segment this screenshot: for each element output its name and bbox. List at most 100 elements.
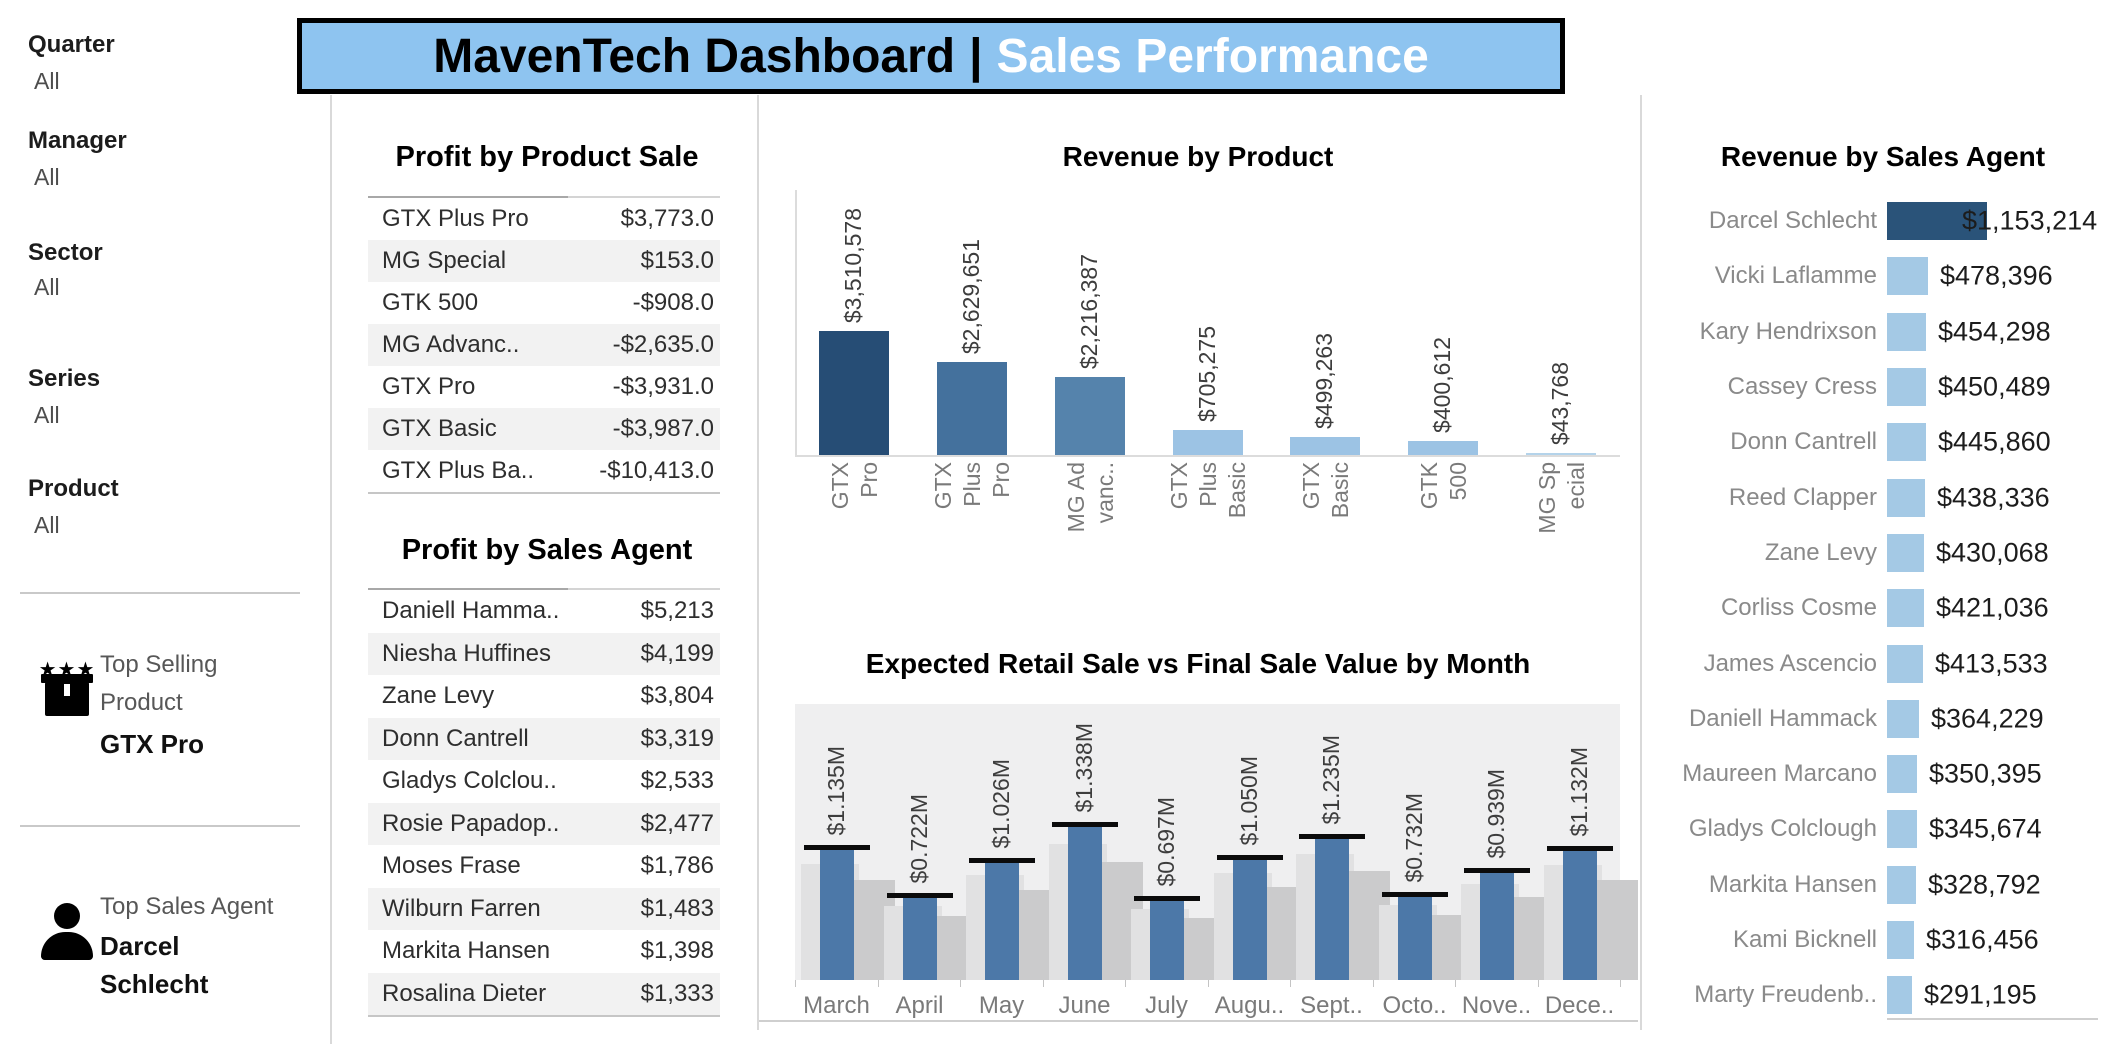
agent-name: Marty Freudenb.. bbox=[1694, 981, 1877, 1009]
agent-row-reed-clapper[interactable]: Reed Clapper $438,336 bbox=[1645, 470, 2105, 525]
agent-bar[interactable] bbox=[1887, 865, 1916, 904]
agent-row-vicki-laflamme[interactable]: Vicki Laflamme $478,396 bbox=[1645, 249, 2105, 304]
filter-value-sector[interactable]: All bbox=[34, 274, 60, 300]
bar-gtk-500[interactable] bbox=[1408, 441, 1478, 455]
final-sale-bar-octo[interactable] bbox=[1398, 895, 1432, 980]
bar-gtx-plus-basic[interactable] bbox=[1173, 430, 1243, 455]
row-value: -$10,413.0 bbox=[599, 457, 714, 484]
bar-gtx-basic[interactable] bbox=[1290, 437, 1360, 455]
agent-bar[interactable] bbox=[1887, 368, 1926, 407]
row-name: Daniell Hamma.. bbox=[382, 597, 560, 625]
table-row[interactable]: Donn Cantrell $3,319 bbox=[368, 717, 720, 760]
table-row[interactable]: Wilburn Farren $1,483 bbox=[368, 887, 720, 930]
table-row[interactable]: GTX Plus Pro $3,773.0 bbox=[368, 198, 720, 240]
final-sale-bar-june[interactable] bbox=[1068, 825, 1102, 980]
agent-value: $430,068 bbox=[1936, 537, 2049, 568]
axis-tick bbox=[795, 980, 796, 987]
agent-row-kami-bicknell[interactable]: Kami Bicknell $316,456 bbox=[1645, 912, 2105, 967]
agent-row-daniell-hammack[interactable]: Daniell Hammack $364,229 bbox=[1645, 691, 2105, 746]
top-agent-icon bbox=[38, 903, 96, 960]
agent-row-gladys-colclough[interactable]: Gladys Colclough $345,674 bbox=[1645, 802, 2105, 857]
filter-value-series[interactable]: All bbox=[34, 402, 60, 428]
table-row[interactable]: Daniell Hamma.. $5,213 bbox=[368, 590, 720, 633]
agent-row-zane-levy[interactable]: Zane Levy $430,068 bbox=[1645, 525, 2105, 580]
category-word: MG Ad bbox=[1062, 462, 1089, 533]
row-name: GTK 500 bbox=[382, 289, 479, 316]
bar-gtx-pro[interactable] bbox=[819, 331, 889, 455]
month-value-label: $1.026M bbox=[988, 759, 1014, 849]
agent-bar[interactable] bbox=[1887, 533, 1924, 572]
final-sale-bar-dece[interactable] bbox=[1563, 849, 1597, 980]
agent-value: $350,395 bbox=[1929, 758, 2042, 789]
table-row[interactable]: GTX Plus Ba.. -$10,413.0 bbox=[368, 450, 720, 492]
month-value-label: $0.732M bbox=[1401, 793, 1427, 883]
agent-bar[interactable] bbox=[1887, 423, 1926, 462]
agent-bar[interactable] bbox=[1887, 810, 1917, 849]
month-value-label: $1.235M bbox=[1318, 735, 1344, 825]
final-sale-bar-augu[interactable] bbox=[1233, 858, 1267, 980]
agent-row-maureen-marcano[interactable]: Maureen Marcano $350,395 bbox=[1645, 747, 2105, 802]
table-row[interactable]: GTK 500 -$908.0 bbox=[368, 282, 720, 324]
expected-vs-final-title: Expected Retail Sale vs Final Sale Value… bbox=[865, 648, 1531, 679]
table-row[interactable]: Markita Hansen $1,398 bbox=[368, 930, 720, 973]
category-word: GTX bbox=[1166, 462, 1192, 510]
agent-bar[interactable] bbox=[1887, 312, 1926, 351]
category-label: GTX Pro bbox=[795, 462, 913, 509]
agent-row-marty-freudenb-[interactable]: Marty Freudenb.. $291,195 bbox=[1645, 968, 2105, 1023]
agent-bar-zone: $430,068 bbox=[1877, 525, 2105, 580]
table-row[interactable]: Rosalina Dieter $1,333 bbox=[368, 972, 720, 1015]
table-row[interactable]: Gladys Colclou.. $2,533 bbox=[368, 760, 720, 803]
category-word: Basic bbox=[1224, 462, 1250, 519]
agent-row-darcel-schlecht[interactable]: Darcel Schlecht $1,153,214 bbox=[1645, 194, 2105, 249]
month-label-may: May bbox=[978, 992, 1025, 1019]
agent-bar[interactable] bbox=[1887, 257, 1928, 296]
table-row[interactable]: Moses Frase $1,786 bbox=[368, 845, 720, 888]
page-title: MavenTech Dashboard bbox=[433, 29, 956, 83]
bar-value-label: $2,216,387 bbox=[1076, 253, 1102, 369]
final-sale-bar-april[interactable] bbox=[903, 896, 937, 980]
agent-bar[interactable] bbox=[1887, 921, 1914, 960]
agent-bar[interactable] bbox=[1887, 755, 1917, 794]
bar-value-label: $400,612 bbox=[1429, 337, 1455, 433]
agent-bar[interactable] bbox=[1887, 478, 1925, 517]
final-sale-bar-sept[interactable] bbox=[1315, 837, 1349, 980]
table-row[interactable]: MG Special $153.0 bbox=[368, 240, 720, 282]
table-row[interactable]: GTX Pro -$3,931.0 bbox=[368, 366, 720, 408]
table-row[interactable]: Zane Levy $3,804 bbox=[368, 675, 720, 718]
final-sale-bar-may[interactable] bbox=[985, 861, 1019, 980]
table-row[interactable]: Rosie Papadop.. $2,477 bbox=[368, 802, 720, 845]
agent-bar-zone: $345,674 bbox=[1877, 802, 2105, 857]
filter-value-manager[interactable]: All bbox=[34, 164, 60, 190]
agent-row-james-ascencio[interactable]: James Ascencio $413,533 bbox=[1645, 636, 2105, 691]
category-word: MG Sp bbox=[1533, 462, 1560, 534]
agent-row-corliss-cosme[interactable]: Corliss Cosme $421,036 bbox=[1645, 581, 2105, 636]
final-sale-bar-july[interactable] bbox=[1150, 899, 1184, 980]
bar-mg-special[interactable] bbox=[1526, 453, 1596, 455]
agent-bar[interactable] bbox=[1887, 976, 1912, 1015]
filter-value-product[interactable]: All bbox=[34, 512, 60, 538]
profit-by-product-table: GTX Plus Pro $3,773.0 MG Special $153.0 GTK … bbox=[368, 196, 720, 494]
agent-row-markita-hansen[interactable]: Markita Hansen $328,792 bbox=[1645, 857, 2105, 912]
reference-line bbox=[969, 858, 1035, 863]
agent-bar[interactable] bbox=[1887, 202, 1987, 241]
agent-name: Daniell Hammack bbox=[1688, 704, 1877, 732]
agent-row-donn-cantrell[interactable]: Donn Cantrell $445,860 bbox=[1645, 415, 2105, 470]
agent-row-cassey-cress[interactable]: Cassey Cress $450,489 bbox=[1645, 359, 2105, 414]
agent-bar[interactable] bbox=[1887, 644, 1923, 683]
agent-row-kary-hendrixson[interactable]: Kary Hendrixson $454,298 bbox=[1645, 304, 2105, 359]
final-sale-bar-march[interactable] bbox=[820, 848, 854, 980]
month-value-label: $1.132M bbox=[1566, 747, 1592, 837]
agent-bar[interactable] bbox=[1887, 699, 1919, 738]
month-value-label: $1.135M bbox=[823, 746, 849, 836]
agent-name: Gladys Colclough bbox=[1688, 815, 1877, 843]
top-agent-value-1: Darcel bbox=[100, 931, 180, 961]
table-row[interactable]: Niesha Huffines $4,199 bbox=[368, 632, 720, 675]
bar-mg-advanced[interactable] bbox=[1055, 377, 1125, 455]
final-sale-bar-nove[interactable] bbox=[1480, 871, 1514, 980]
table-row[interactable]: MG Advanc.. -$2,635.0 bbox=[368, 324, 720, 366]
agent-bar[interactable] bbox=[1887, 589, 1924, 628]
table-row[interactable]: GTX Basic -$3,987.0 bbox=[368, 408, 720, 450]
month-axis-ticks bbox=[795, 980, 1621, 988]
bar-gtx-plus-pro[interactable] bbox=[937, 362, 1007, 455]
filter-value-quarter[interactable]: All bbox=[34, 68, 60, 94]
